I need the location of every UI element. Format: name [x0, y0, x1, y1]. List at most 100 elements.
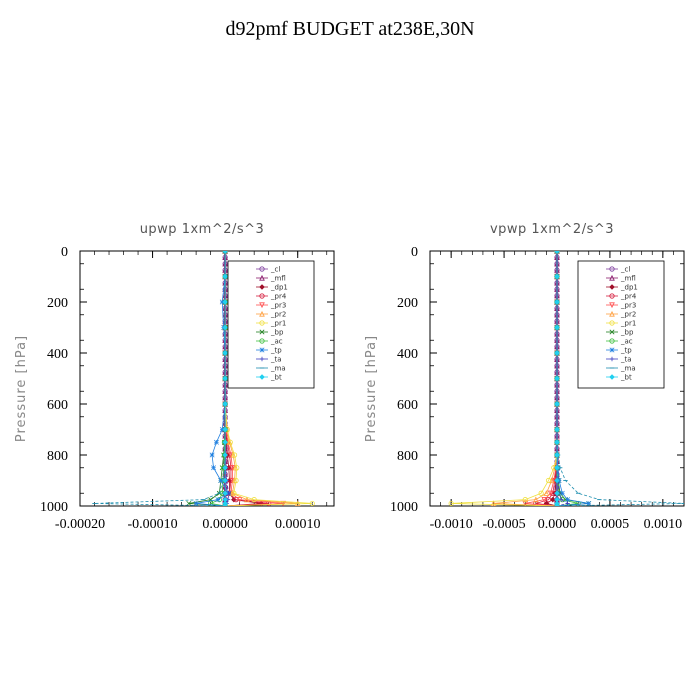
legend-label: _bt	[270, 374, 282, 382]
x-tick-label: -0.0010	[430, 517, 473, 532]
legend-marker	[609, 310, 615, 317]
series-line-pr3	[525, 251, 558, 506]
legend-marker	[609, 266, 615, 272]
legend-label: _ma	[620, 365, 636, 373]
page-title: d92pmf BUDGET at238E,30N	[225, 18, 475, 40]
y-tick-label: 600	[397, 398, 418, 413]
legend-marker	[609, 329, 615, 335]
y-tick-label: 400	[397, 347, 418, 362]
legend-marker	[259, 293, 265, 299]
data-point-pr3	[229, 465, 236, 471]
x-tick-label: -0.00010	[127, 517, 177, 532]
legend-marker	[609, 356, 615, 362]
legend-box	[577, 260, 665, 389]
data-point-tp	[193, 501, 199, 506]
y-tick-label: 0	[411, 245, 418, 260]
data-point-bt	[554, 439, 560, 446]
legend-label: _ta	[620, 356, 632, 364]
data-point-bt	[222, 375, 228, 382]
data-point-bt	[554, 299, 560, 305]
legend-marker	[609, 320, 615, 326]
x-tick-label: -0.00020	[55, 517, 105, 532]
chart-panel-1: upwp 1xm^2/s^3 Pressure [hPa] 0 200 400 600 80…	[14, 222, 335, 532]
data-point-bt	[554, 477, 560, 484]
data-point-bt	[554, 401, 560, 407]
data-point-bt	[222, 439, 228, 446]
data-point-pr1	[309, 500, 315, 506]
legend-marker	[259, 347, 265, 353]
legend-label: _cl	[620, 266, 630, 274]
data-point-pr1	[448, 500, 454, 506]
legend-marker	[259, 302, 265, 309]
y-tick-label: 600	[47, 398, 68, 413]
legend-label: _pr2	[620, 311, 636, 319]
series-line-pr2	[493, 251, 558, 506]
legend-label: _ma	[270, 365, 286, 373]
data-point-pr1	[231, 452, 238, 458]
data-point-pr1	[227, 439, 233, 445]
legend-marker	[259, 320, 265, 326]
data-point-tp	[565, 497, 571, 503]
y-tick-label: 1000	[40, 500, 68, 515]
x-tick-label: 0.0005	[591, 517, 630, 532]
panel-title: upwp 1xm^2/s^3	[140, 222, 265, 237]
x-tick-label: 0.0010	[644, 517, 683, 532]
y-axis-title: Pressure [hPa]	[14, 335, 29, 442]
data-point-pr1	[231, 490, 237, 496]
legend-label: _ta	[270, 356, 282, 364]
legend-label: _pr1	[270, 320, 286, 328]
data-point-bt	[554, 452, 560, 458]
legend-marker	[259, 374, 265, 380]
series-line-tp	[196, 251, 230, 506]
x-tick-label: 0.00000	[202, 517, 248, 532]
data-point-pr4	[545, 497, 552, 503]
y-tick-label: 200	[47, 296, 68, 311]
data-point-bt	[554, 426, 560, 433]
data-point-bt	[222, 503, 228, 506]
data-point-tp	[219, 299, 225, 305]
legend-marker	[609, 302, 615, 309]
x-tick-label: 0.00010	[275, 517, 321, 532]
legend-marker	[259, 338, 265, 344]
legend-marker	[609, 338, 615, 344]
x-tick-label: -0.0005	[482, 517, 525, 532]
data-point-pr1	[538, 490, 544, 496]
legend-label: _pr3	[620, 302, 636, 310]
legend-label: _pr4	[270, 293, 287, 301]
series-line-bp	[188, 251, 226, 506]
data-point-tp	[209, 452, 215, 458]
data-point-tp	[559, 490, 565, 496]
legend-label: _ac	[270, 338, 283, 346]
data-point-bt	[222, 350, 228, 356]
data-point-bt	[222, 426, 228, 433]
data-point-pr2	[532, 496, 539, 503]
legend: _cl_mfl_dp1_pr4_pr3_pr2_pr1_bp_ac_tp_ta_…	[227, 260, 315, 389]
panel-title: vpwp 1xm^2/s^3	[490, 222, 614, 237]
legend-marker	[609, 374, 615, 380]
legend-marker	[259, 284, 265, 290]
legend-marker	[259, 266, 265, 272]
y-tick-label: 1000	[390, 500, 418, 515]
legend-label: _pr2	[270, 311, 286, 319]
data-point-pr3	[236, 497, 243, 503]
legend-label: _pr3	[270, 302, 286, 310]
series-line-ta	[556, 251, 569, 506]
data-point-dp1	[550, 496, 556, 503]
legend-marker	[259, 310, 265, 317]
legend-label: _tp	[270, 347, 282, 355]
data-point-pr2	[490, 500, 497, 506]
legend-label: _dp1	[620, 284, 638, 292]
legend-label: _ac	[620, 338, 633, 346]
legend-label: _pr4	[620, 293, 637, 301]
y-tick-label: 800	[397, 449, 418, 464]
legend-marker	[609, 274, 615, 281]
series-line-ma	[94, 251, 226, 506]
data-point-tp	[586, 501, 592, 506]
data-point-tp	[219, 427, 225, 432]
data-point-bt	[222, 490, 228, 497]
y-tick-label: 200	[397, 296, 418, 311]
legend-label: _pr1	[620, 320, 636, 328]
data-point-tp	[213, 439, 219, 445]
data-point-bt	[222, 273, 228, 280]
